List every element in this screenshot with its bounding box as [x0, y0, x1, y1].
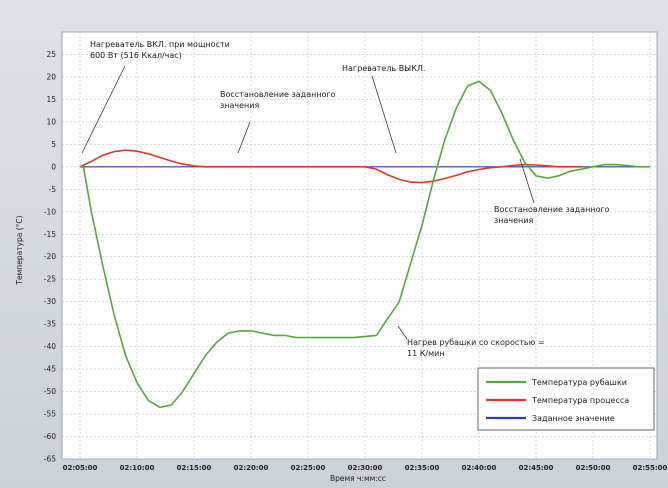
annotation-text: Восстановление заданного [220, 90, 336, 99]
legend-label: Температура процесса [531, 396, 629, 405]
annotation-leader [371, 75, 397, 154]
annotation-leader [519, 158, 535, 204]
annotation-leader [237, 121, 251, 154]
annotation-text: Восстановление заданного [494, 205, 610, 214]
series-lines [79, 80, 650, 409]
x-tick-label: 02:10:00 [120, 464, 155, 472]
annotation-text: 11 К/мин [407, 349, 445, 358]
x-tick-label: 02:45:00 [519, 464, 554, 472]
y-tick-label: -20 [44, 252, 56, 261]
y-tick-label: -55 [44, 410, 56, 419]
y-tick-label: 5 [51, 140, 56, 149]
x-tick-label: 02:40:00 [462, 464, 497, 472]
y-tick-label: -15 [44, 230, 56, 239]
grid [62, 32, 657, 460]
annotation-leader [81, 65, 126, 154]
x-tick-label: 02:25:00 [291, 464, 326, 472]
y-tick-label: -25 [44, 275, 56, 284]
x-axis-ticks: 02:05:00 02:10:00 02:15:00 02:20:00 02:25:00… [63, 464, 668, 472]
x-tick-label: 02:50:00 [576, 464, 611, 472]
annotation-text: значения [494, 216, 533, 225]
x-tick-label: 02:30:00 [348, 464, 383, 472]
y-tick-label: -45 [44, 365, 56, 374]
y-tick-label: 0 [51, 162, 56, 171]
annotation-text: Нагрев рубашки со скоростью = [407, 338, 545, 347]
y-tick-label: -60 [44, 432, 56, 441]
x-tick-label: 02:20:00 [234, 464, 269, 472]
y-tick-label: 10 [46, 117, 56, 126]
x-tick-label: 02:35:00 [405, 464, 440, 472]
y-tick-label: -35 [44, 320, 56, 329]
annotation-text: Нагреватель ВКЛ. при мощности [90, 40, 230, 49]
y-tick-label: -30 [44, 297, 56, 306]
y-tick-label: -50 [44, 387, 56, 396]
legend: Температура рубашки Температура процесса З… [477, 367, 655, 431]
legend-label: Температура рубашки [531, 378, 627, 387]
annotation-leader [397, 325, 408, 340]
annotation-text: 600 Вт (516 Ккал/час) [90, 51, 182, 60]
series-line-2 [79, 149, 582, 184]
x-tick-label: 02:15:00 [177, 464, 212, 472]
y-tick-label: -65 [44, 455, 56, 464]
y-tick-label: -5 [49, 185, 57, 194]
y-tick-label: -10 [44, 207, 56, 216]
y-tick-label: 20 [46, 72, 56, 81]
x-axis-label: Время ч:мм:сс [330, 474, 386, 483]
y-tick-label: 25 [46, 50, 56, 59]
annotations: Нагреватель ВКЛ. при мощности 600 Вт (516… [81, 40, 610, 358]
legend-label: Заданное значение [532, 414, 615, 423]
y-tick-label: -40 [44, 342, 56, 351]
annotation-text: Нагреватель ВЫКЛ. [342, 64, 425, 73]
x-tick-label: 02:55:00 [633, 464, 668, 472]
y-axis-ticks: 25 20 15 10 5 0 -5 -10 -15 -20 -25 -30 -35 -40 -45 -50 -… [44, 50, 56, 464]
series-line-1 [80, 80, 650, 409]
annotation-text: значения [220, 101, 259, 110]
x-tick-label: 02:05:00 [63, 464, 98, 472]
y-tick-label: 15 [46, 95, 56, 104]
y-axis-label: Температура (°C) [15, 215, 24, 285]
